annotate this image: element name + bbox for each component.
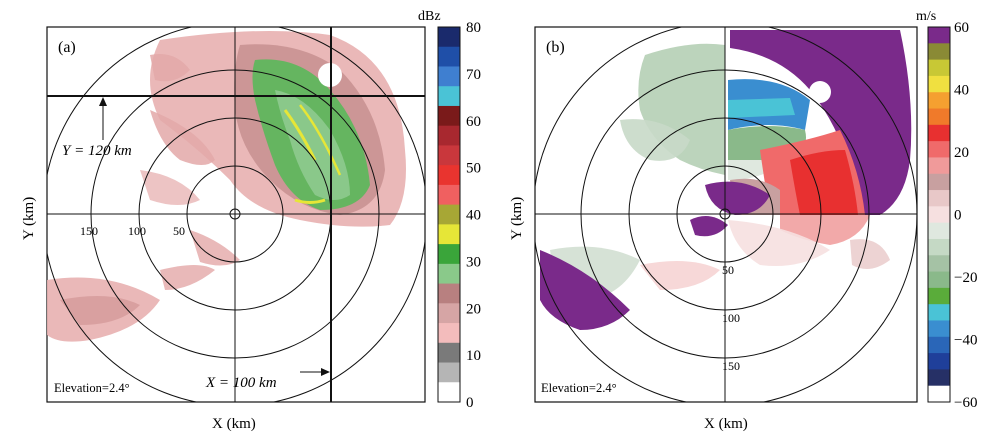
colorbar-swatch [928, 141, 950, 158]
colorbar-swatch [928, 320, 950, 338]
colorbar-swatch [438, 283, 460, 304]
panel-a-ring-label-50: 50 [173, 224, 185, 238]
panel-a-label: (a) [58, 39, 76, 56]
colorbar-tick-label: 0 [466, 395, 474, 411]
colorbar-tick-label: 0 [954, 208, 962, 224]
colorbar-swatch [928, 124, 950, 142]
panel-a: (a) Y = 120 km X = 100 km Elevation=2.4°… [21, 9, 481, 432]
panel-b-ring-label-150: 150 [722, 359, 740, 373]
colorbar-tick-label: 40 [466, 208, 481, 224]
colorbar-swatch [928, 369, 950, 387]
colorbar-swatch [438, 244, 460, 265]
colorbar-swatch [438, 105, 460, 127]
panel-b: (b) Elevation=2.4° 50 100 150 X (km) Y (… [509, 9, 977, 432]
panel-b-velocity [540, 30, 912, 330]
colorbar-swatch [438, 224, 460, 245]
colorbar-swatch [438, 362, 460, 383]
colorbar-tick-label: 70 [466, 67, 481, 83]
colorbar-tick-label: −20 [954, 270, 977, 286]
colorbar-swatch [928, 385, 950, 403]
colorbar-swatch [928, 206, 950, 224]
colorbar-tick-label: 20 [954, 145, 969, 161]
colorbar-tick-label: −60 [954, 395, 977, 411]
colorbar-swatch [928, 43, 950, 61]
colorbar-swatch [438, 342, 460, 364]
panel-b-x-axis-title: X (km) [704, 416, 748, 432]
colorbar-swatch [928, 336, 950, 354]
panel-a-ring-label-150: 150 [80, 224, 98, 238]
colorbar-swatch [928, 222, 950, 240]
colorbar-swatch [438, 145, 460, 166]
colorbar-swatch [438, 263, 460, 285]
colorbar-swatch [928, 92, 950, 110]
colorbar-swatch [438, 184, 460, 206]
panel-a-y-annotation: Y = 120 km [62, 143, 132, 159]
panel-a-elevation: Elevation=2.4° [54, 381, 130, 395]
panel-a-echoes [47, 31, 406, 342]
colorbar-swatch [928, 190, 950, 207]
panel-b-elevation: Elevation=2.4° [541, 381, 617, 395]
panel-a-ring-label-100: 100 [128, 224, 146, 238]
colorbar-tick-label: 40 [954, 83, 969, 99]
colorbar-swatch [438, 46, 460, 67]
panel-b-colorbar-ticks: 60 40 20 0 −20 −40 −60 [954, 20, 977, 411]
panel-a-x-axis-title: X (km) [212, 416, 256, 432]
colorbar-tick-label: 30 [466, 254, 481, 270]
colorbar-swatch [928, 353, 950, 370]
panel-a-colorbar-ticks: 80 70 60 50 40 30 20 10 0 [466, 20, 481, 411]
colorbar-tick-label: −40 [954, 333, 977, 349]
colorbar-swatch [438, 125, 460, 146]
colorbar-tick-label: 60 [954, 20, 969, 36]
colorbar-tick-label: 20 [466, 301, 481, 317]
colorbar-swatch [928, 238, 950, 256]
panel-b-colorbar-unit: m/s [916, 9, 936, 24]
colorbar-swatch [928, 304, 950, 321]
colorbar-swatch [438, 382, 460, 403]
colorbar-swatch [438, 165, 460, 186]
panel-a-y-axis-title: Y (km) [21, 197, 37, 240]
panel-b-label: (b) [546, 39, 565, 56]
colorbar-swatch [928, 255, 950, 273]
colorbar-tick-label: 80 [466, 20, 481, 36]
panel-b-ring-label-100: 100 [722, 311, 740, 325]
panel-a-colorbar [438, 27, 460, 403]
colorbar-swatch [928, 27, 950, 44]
colorbar-swatch [928, 287, 950, 305]
colorbar-swatch [438, 27, 460, 48]
colorbar-tick-label: 10 [466, 348, 481, 364]
colorbar-tick-label: 60 [466, 114, 481, 130]
panel-b-colorbar [928, 27, 950, 403]
colorbar-swatch [928, 59, 950, 77]
colorbar-swatch [438, 204, 460, 225]
colorbar-tick-label: 50 [466, 161, 481, 177]
panel-a-colorbar-frame [437, 26, 461, 403]
panel-b-ring-label-50: 50 [722, 263, 734, 277]
colorbar-swatch [928, 271, 950, 289]
panel-b-colorbar-frame [927, 26, 951, 403]
colorbar-swatch [928, 157, 950, 175]
panel-a-range-rings [47, 27, 425, 402]
colorbar-swatch [928, 173, 950, 191]
colorbar-swatch [438, 303, 460, 324]
panel-b-range-rings [535, 27, 917, 402]
colorbar-swatch [928, 108, 950, 126]
colorbar-swatch [438, 66, 460, 87]
colorbar-swatch [438, 86, 460, 107]
panel-b-y-axis-title: Y (km) [509, 197, 525, 240]
colorbar-swatch [438, 323, 460, 344]
panel-a-x-annotation: X = 100 km [205, 375, 277, 391]
colorbar-swatch [928, 75, 950, 93]
panel-a-colorbar-unit: dBz [418, 9, 441, 24]
